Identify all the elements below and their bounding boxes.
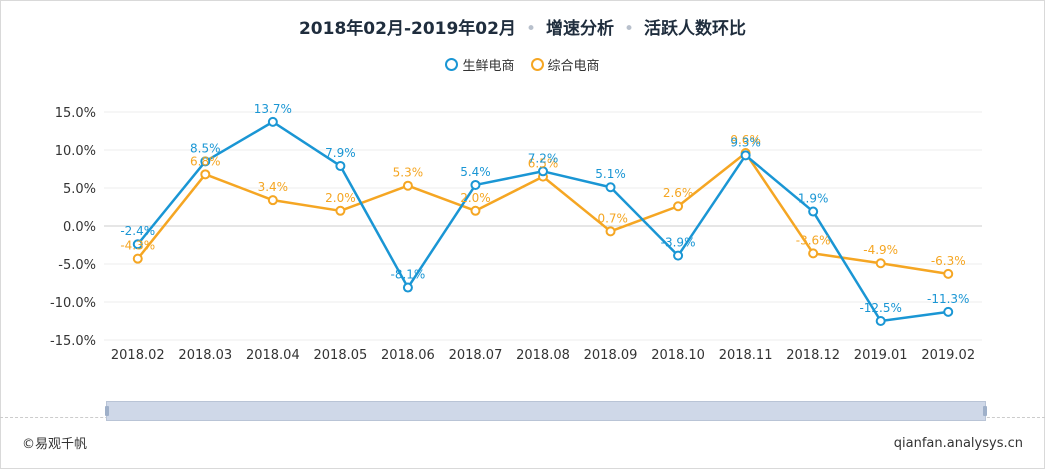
data-point <box>402 282 413 293</box>
data-point <box>402 180 413 191</box>
data-point <box>200 169 211 180</box>
y-tick-label: 10.0% <box>55 144 96 159</box>
y-tick-label: 15.0% <box>55 106 96 121</box>
data-point <box>673 250 684 261</box>
x-tick-label: 2018.03 <box>178 348 232 363</box>
x-tick-label: 2018.02 <box>111 348 165 363</box>
data-label: 6.5% <box>528 157 559 171</box>
data-label: -0.7% <box>593 211 628 225</box>
data-label: -12.5% <box>859 301 901 315</box>
x-tick-label: 2018.07 <box>449 348 503 363</box>
data-label: 13.7% <box>254 102 292 116</box>
zoom-handle-right[interactable] <box>983 406 987 416</box>
legend-item-general[interactable]: 综合电商 <box>530 55 600 74</box>
chart-legend: 生鲜电商 综合电商 <box>0 55 1045 74</box>
data-point <box>132 239 143 250</box>
title-metric: 活跃人数环比 <box>644 19 747 39</box>
brand-watermark: ©易观千帆 <box>22 437 88 452</box>
data-point <box>267 195 278 206</box>
data-point <box>808 206 819 217</box>
source-url: qianfan.analysys.cn <box>893 436 1023 451</box>
data-label: 8.5% <box>190 141 221 155</box>
y-tick-label: 0.0% <box>63 220 96 235</box>
data-point <box>943 268 954 279</box>
legend-label: 生鲜电商 <box>462 59 515 74</box>
y-tick-label: -10.0% <box>50 296 96 311</box>
title-separator: • <box>525 19 536 39</box>
data-label: -6.3% <box>931 254 966 268</box>
data-point <box>673 201 684 212</box>
data-point <box>875 258 886 269</box>
data-zoom-slider[interactable] <box>105 401 987 421</box>
x-tick-label: 2018.09 <box>584 348 638 363</box>
title-analysis: 增速分析 <box>546 19 614 39</box>
data-point <box>200 156 211 167</box>
y-tick-label: -5.0% <box>58 258 96 273</box>
x-tick-label: 2018.06 <box>381 348 435 363</box>
data-label: 2.0% <box>325 191 356 205</box>
zoom-handle-left[interactable] <box>105 406 109 416</box>
data-label: 2.6% <box>663 186 694 200</box>
data-point <box>538 166 548 177</box>
data-label: -4.9% <box>863 243 898 257</box>
data-label: -11.3% <box>927 292 969 306</box>
data-label: -4.3% <box>120 239 155 253</box>
data-label: 2.0% <box>460 191 491 205</box>
data-point <box>335 160 346 171</box>
data-label: 5.1% <box>595 167 626 181</box>
data-label: -8.1% <box>391 268 426 282</box>
data-label: 5.3% <box>393 166 424 180</box>
data-label: -2.4% <box>120 224 155 238</box>
x-tick-label: 2018.10 <box>651 348 705 363</box>
x-tick-label: 2018.08 <box>516 348 570 363</box>
data-point <box>875 316 886 326</box>
data-label: 5.4% <box>460 165 491 179</box>
title-period: 2018年02月-2019年02月 <box>298 19 516 39</box>
y-tick-label: 5.0% <box>63 182 96 197</box>
data-label: 6.8% <box>190 154 221 168</box>
data-point <box>470 179 481 190</box>
x-tick-label: 2019.02 <box>921 348 975 363</box>
legend-marker-icon <box>530 58 544 71</box>
x-tick-label: 2018.11 <box>719 348 773 363</box>
x-tick-label: 2018.05 <box>314 348 368 363</box>
data-label: 1.9% <box>798 192 829 206</box>
data-label: 3.4% <box>258 180 289 194</box>
data-label: -3.9% <box>661 236 696 250</box>
data-point <box>740 150 751 161</box>
data-point <box>605 182 616 193</box>
data-point <box>808 248 819 259</box>
data-label: 7.2% <box>528 151 559 165</box>
legend-marker-icon <box>445 58 459 71</box>
data-point <box>267 116 278 127</box>
data-point <box>335 205 346 216</box>
legend-label: 综合电商 <box>547 59 600 74</box>
x-tick-label: 2019.01 <box>854 348 908 363</box>
data-point <box>943 306 954 317</box>
y-tick-label: -15.0% <box>50 334 96 349</box>
data-label: -3.6% <box>796 233 831 247</box>
x-tick-label: 2018.04 <box>246 348 300 363</box>
data-point <box>605 226 616 237</box>
legend-item-fresh[interactable]: 生鲜电商 <box>445 55 515 74</box>
x-tick-label: 2018.12 <box>786 348 840 363</box>
data-point <box>470 205 481 216</box>
data-label: 7.9% <box>325 146 356 160</box>
data-label: 9.6% <box>730 133 761 147</box>
data-point <box>132 253 143 264</box>
title-separator: • <box>624 19 635 39</box>
data-label: 9.3% <box>730 135 761 149</box>
chart-title: 2018年02月-2019年02月 • 增速分析 • 活跃人数环比 <box>0 14 1045 39</box>
